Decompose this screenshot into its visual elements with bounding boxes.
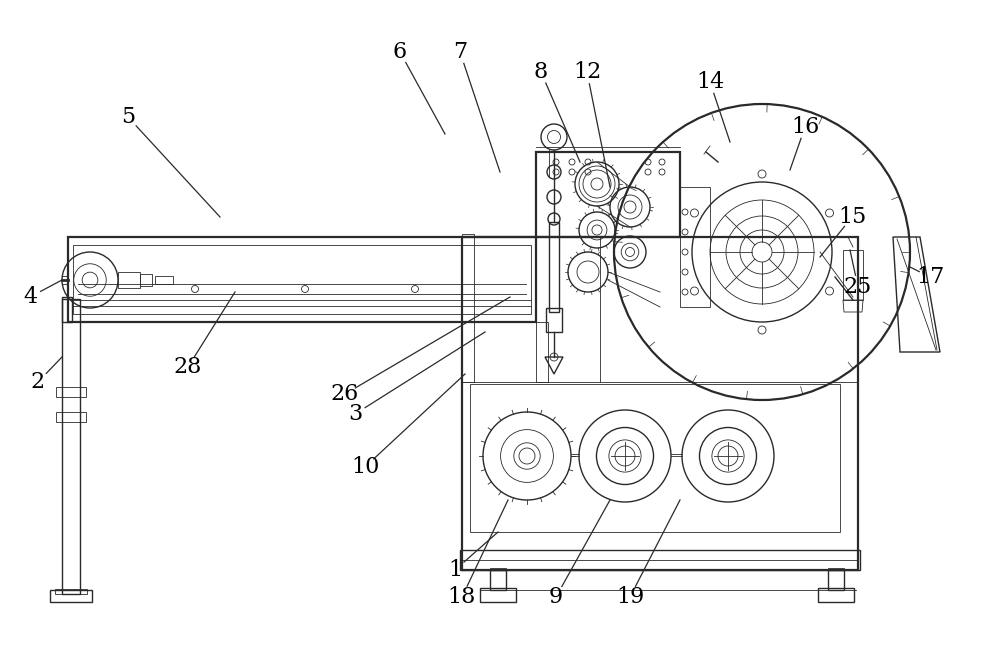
Bar: [843, 250, 863, 300]
Text: 26: 26: [331, 383, 359, 405]
Text: 16: 16: [791, 116, 819, 138]
Bar: [546, 308, 562, 332]
Text: 2: 2: [31, 371, 45, 393]
Bar: [462, 237, 858, 570]
Text: 3: 3: [348, 403, 362, 425]
Bar: [470, 384, 840, 532]
Bar: [140, 274, 152, 286]
Bar: [118, 272, 140, 288]
Bar: [680, 187, 710, 307]
Bar: [462, 560, 858, 570]
Bar: [480, 588, 516, 602]
Text: 6: 6: [393, 41, 407, 63]
Bar: [462, 234, 474, 382]
Text: 9: 9: [549, 586, 563, 608]
Text: 28: 28: [174, 356, 202, 378]
Text: 5: 5: [121, 106, 135, 128]
Text: 7: 7: [453, 41, 467, 63]
Text: 1: 1: [448, 559, 462, 581]
Text: 12: 12: [573, 61, 601, 83]
Bar: [828, 570, 844, 590]
Bar: [56, 412, 86, 422]
Bar: [73, 245, 531, 314]
Bar: [536, 152, 680, 237]
Bar: [55, 589, 87, 594]
Bar: [490, 570, 506, 590]
Bar: [549, 222, 559, 312]
Bar: [68, 237, 536, 322]
Text: 19: 19: [616, 586, 644, 608]
Bar: [536, 322, 548, 382]
Text: 25: 25: [844, 276, 872, 298]
Text: 8: 8: [534, 61, 548, 83]
Bar: [460, 550, 860, 570]
Text: 17: 17: [916, 266, 944, 288]
Bar: [818, 588, 854, 602]
Bar: [62, 299, 80, 594]
Text: 4: 4: [23, 286, 37, 308]
Bar: [56, 387, 86, 397]
Bar: [828, 568, 844, 590]
Bar: [50, 590, 92, 602]
Bar: [490, 568, 506, 590]
Text: 15: 15: [838, 206, 866, 228]
Bar: [62, 297, 72, 322]
Text: 18: 18: [448, 586, 476, 608]
Bar: [155, 276, 173, 284]
Text: 14: 14: [696, 71, 724, 93]
Text: 10: 10: [351, 456, 379, 478]
